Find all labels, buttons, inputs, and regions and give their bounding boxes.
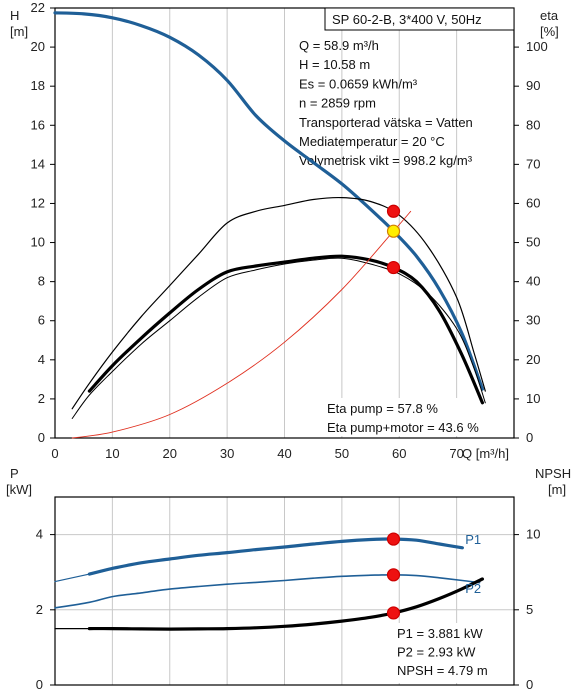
- y-tick-label-right: 60: [526, 195, 540, 210]
- top-x-axis-label: Q [m³/h]: [462, 446, 509, 461]
- top-info-text: Q = 58.9 m³/h H = 10.58 m Es = 0.0659 kWh/…: [299, 38, 473, 168]
- top-right-axis-label-1: eta: [540, 8, 559, 23]
- x-tick-label: 60: [392, 446, 406, 461]
- y-tick-label-left: 22: [31, 0, 45, 15]
- power-info-line: P2 = 2.93 kW: [397, 645, 476, 660]
- top-series-line-0: [53, 11, 484, 391]
- y-tick-label-left: 20: [31, 39, 45, 54]
- info-line: Volymetrisk vikt = 998.2 kg/m³: [299, 153, 473, 168]
- chart-title: SP 60-2-B, 3*400 V, 50Hz: [332, 12, 482, 27]
- top-chart-frame: [54, 7, 515, 439]
- y-tick-label-right: 30: [526, 313, 540, 328]
- y-tick-label-left: 16: [31, 117, 45, 132]
- eta-line: Eta pump = 57.8 %: [327, 401, 438, 416]
- y-tick-label-right: 70: [526, 156, 540, 171]
- info-line: Es = 0.0659 kWh/m³: [299, 76, 418, 91]
- x-tick-label: 70: [449, 446, 463, 461]
- bottom-left-axis-label-2: [kW]: [6, 482, 32, 497]
- operating-point-marker: [386, 260, 401, 275]
- bottom-chart-frame: [54, 496, 515, 686]
- bottom-left-axis-label-1: P: [10, 466, 19, 481]
- info-line: H = 10.58 m: [299, 57, 370, 72]
- y-tick-label-left: 8: [38, 274, 45, 289]
- operating-point-markers: [386, 204, 401, 620]
- y-tick-label-left: 0: [36, 677, 43, 692]
- operating-point-marker: [386, 204, 401, 218]
- x-tick-label: 40: [277, 446, 291, 461]
- top-left-axis-label-1: H: [10, 8, 19, 23]
- bottom-tick-labels: 0 2 4 0 5 10: [36, 527, 541, 692]
- x-tick-label: 50: [335, 446, 349, 461]
- top-series-line-3: [87, 254, 484, 405]
- bottom-series-line-3: [87, 577, 484, 631]
- x-tick-label: 20: [163, 446, 177, 461]
- curve-label: P2: [465, 581, 481, 596]
- top-left-axis-label-2: [m]: [10, 24, 28, 39]
- x-tick-label: 0: [51, 446, 58, 461]
- y-tick-label-right: 90: [526, 78, 540, 93]
- operating-point-marker: [386, 568, 401, 582]
- top-series-line-2: [71, 196, 486, 410]
- top-series-line-1: [54, 12, 90, 15]
- x-tick-label: 10: [105, 446, 119, 461]
- y-tick-label-right: 50: [526, 235, 540, 250]
- power-box-bg: [393, 623, 511, 683]
- y-tick-label-left: 18: [31, 78, 45, 93]
- y-tick-label-right: 100: [526, 39, 548, 54]
- y-tick-label-right: 10: [526, 527, 540, 542]
- info-line: Transporterad vätska = Vatten: [299, 115, 473, 130]
- eta-line: Eta pump+motor = 43.6 %: [327, 420, 479, 435]
- operating-point-marker: [386, 532, 401, 546]
- y-tick-label-left: 6: [38, 313, 45, 328]
- top-right-axis-label-2: [%]: [540, 24, 559, 39]
- y-tick-label-left: 2: [38, 391, 45, 406]
- bottom-series-group: [54, 537, 484, 631]
- bottom-right-axis-label-2: [m]: [548, 482, 566, 497]
- info-line: n = 2859 rpm: [299, 96, 376, 111]
- bottom-curve-labels: P1 P2: [465, 532, 481, 596]
- power-info-line: P1 = 3.881 kW: [397, 626, 483, 641]
- bottom-right-axis-label-1: NPSH: [535, 466, 571, 481]
- bottom-series-line-1: [54, 573, 90, 583]
- curve-label: P1: [465, 532, 481, 547]
- y-tick-label-left: 10: [31, 235, 45, 250]
- y-tick-label-left: 12: [31, 195, 45, 210]
- top-chart-grid: [111, 8, 458, 438]
- info-line: Q = 58.9 m³/h: [299, 38, 379, 53]
- y-tick-label-left: 14: [31, 156, 45, 171]
- operating-point-marker: [386, 606, 401, 620]
- y-tick-label-left: 4: [38, 352, 45, 367]
- top-eta-box: Eta pump = 57.8 % Eta pump+motor = 43.6 %: [322, 398, 510, 436]
- y-tick-label-right: 0: [526, 677, 533, 692]
- top-series-line-5: [71, 210, 412, 439]
- y-tick-label-right: 5: [526, 602, 533, 617]
- power-info-line: NPSH = 4.79 m: [397, 663, 488, 678]
- y-tick-label-right: 80: [526, 117, 540, 132]
- y-tick-label-left: 2: [36, 602, 43, 617]
- x-tick-label: 30: [220, 446, 234, 461]
- y-tick-label-right: 10: [526, 391, 540, 406]
- top-series-group: [53, 11, 486, 439]
- y-tick-label-left: 0: [38, 430, 45, 445]
- top-series-line-4: [71, 257, 486, 419]
- y-tick-label-right: 0: [526, 430, 533, 445]
- chart-title-box: [324, 7, 515, 31]
- y-tick-label-right: 40: [526, 274, 540, 289]
- top-tick-labels: 0 2 4 6 8 10 12 14 16 18 20 22 0 10 20 30 40 50 60 70 80 90 10…: [31, 0, 548, 461]
- bottom-series-line-0: [87, 537, 464, 576]
- y-tick-label-right: 20: [526, 352, 540, 367]
- operating-point-marker: [386, 224, 401, 238]
- bottom-info-text: P1 = 3.881 kW P2 = 2.93 kW NPSH = 4.79 m: [393, 623, 511, 683]
- bottom-series-line-2: [54, 574, 481, 609]
- eta-box-bg: [322, 398, 510, 436]
- info-line: Mediatemperatur = 20 °C: [299, 134, 445, 149]
- y-tick-label-left: 4: [36, 527, 43, 542]
